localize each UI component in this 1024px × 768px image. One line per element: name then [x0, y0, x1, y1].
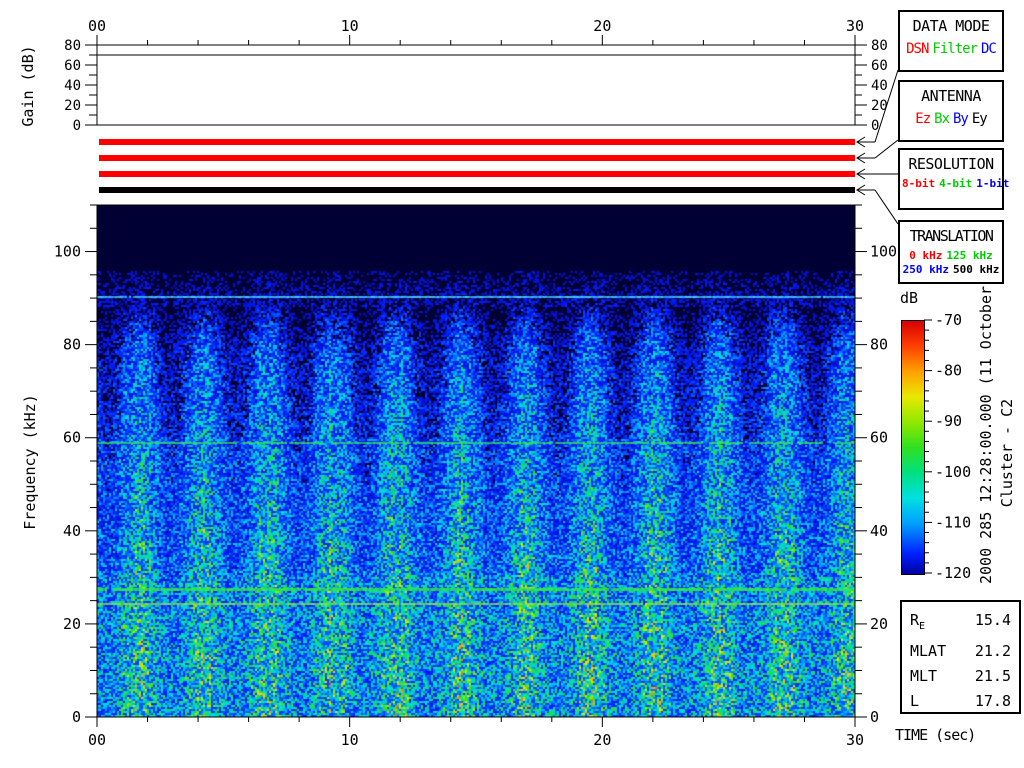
svg-text:80: 80	[870, 336, 888, 354]
status-bar-data-mode	[99, 139, 855, 145]
resolution-option-8bit: 8-bit	[902, 177, 936, 190]
svg-text:20: 20	[593, 17, 611, 35]
svg-text:-90: -90	[935, 412, 962, 430]
svg-text:-110: -110	[935, 513, 971, 531]
svg-text:40: 40	[64, 78, 81, 94]
svg-text:-70: -70	[935, 311, 962, 329]
svg-text:30: 30	[846, 731, 864, 749]
antenna-option-ez: Ez	[915, 111, 931, 127]
svg-text:10: 10	[341, 17, 359, 35]
data-mode-option-dsn: DSN	[906, 41, 929, 57]
svg-text:100: 100	[870, 243, 897, 261]
svg-text:40: 40	[870, 522, 888, 540]
svg-text:00: 00	[88, 731, 106, 749]
antenna-title: ANTENNA	[921, 87, 981, 105]
svg-text:60: 60	[871, 58, 888, 74]
info-row-l: L 17.8	[910, 689, 1011, 714]
translation-title: TRANSLATION	[909, 227, 994, 245]
svg-text:20: 20	[870, 615, 888, 633]
data-mode-option-dc: DC	[981, 41, 997, 57]
svg-text:10: 10	[341, 731, 359, 749]
spacecraft-label: Cluster - C2	[998, 398, 1016, 508]
info-value-l: 17.8	[974, 692, 1011, 710]
status-bar-resolution	[99, 171, 855, 177]
svg-text:0: 0	[870, 708, 879, 726]
svg-text:80: 80	[63, 336, 81, 354]
info-row-mlat: MLAT 21.2	[910, 639, 1011, 664]
svg-text:20: 20	[871, 98, 888, 114]
svg-text:0: 0	[73, 118, 81, 134]
frequency-axis-label: Frequency (kHz)	[21, 394, 39, 530]
status-bar-translation	[99, 187, 855, 193]
resolution-title: RESOLUTION	[908, 155, 994, 173]
svg-text:0: 0	[72, 708, 81, 726]
antenna-option-bx: Bx	[934, 111, 950, 127]
svg-text:-80: -80	[935, 362, 962, 380]
timestamp-label: 2000 285 12:28:00.000 (11 October)	[977, 276, 995, 584]
svg-text:100: 100	[54, 243, 81, 261]
status-bar-antenna	[99, 155, 855, 161]
svg-text:80: 80	[871, 38, 888, 54]
svg-text:00: 00	[88, 17, 106, 35]
svg-text:-120: -120	[935, 564, 971, 582]
info-row-mlt: MLT 21.5	[910, 664, 1011, 689]
info-label-l: L	[910, 692, 920, 710]
svg-text:40: 40	[871, 78, 888, 94]
svg-text:0: 0	[871, 118, 879, 134]
data-mode-panel: DATA MODE DSN Filter DC	[898, 10, 1004, 72]
resolution-option-1bit: 1-bit	[976, 177, 1010, 190]
svg-text:20: 20	[64, 98, 81, 114]
antenna-panel: ANTENNA Ez Bx By Ey	[898, 80, 1004, 142]
svg-text:dB: dB	[900, 289, 918, 307]
gain-axis-label: Gain (dB)	[19, 45, 37, 127]
svg-text:20: 20	[593, 731, 611, 749]
svg-text:60: 60	[870, 429, 888, 447]
info-label-re-sub: E	[919, 621, 926, 632]
svg-text:30: 30	[846, 17, 864, 35]
antenna-option-ey: Ey	[971, 111, 988, 127]
time-axis-label: TIME (sec)	[895, 726, 976, 744]
data-mode-option-filter: Filter	[932, 41, 978, 57]
svg-text:-100: -100	[935, 463, 971, 481]
spectrogram-heatmap	[97, 205, 855, 717]
resolution-option-4bit: 4-bit	[939, 177, 973, 190]
antenna-option-by: By	[953, 111, 969, 127]
translation-option-500khz: 500 kHz	[953, 263, 1000, 276]
svg-text:60: 60	[63, 429, 81, 447]
data-mode-title: DATA MODE	[912, 17, 990, 35]
info-label-re: R	[910, 611, 920, 629]
info-label-mlt: MLT	[910, 667, 938, 685]
info-value-mlat: 21.2	[974, 642, 1011, 660]
info-value-mlt: 21.5	[974, 667, 1011, 685]
info-label-mlat: MLAT	[910, 642, 947, 660]
svg-text:80: 80	[64, 38, 81, 54]
ephemeris-info-box: RE 15.4 MLAT 21.2 MLT 21.5 L 17.8	[900, 600, 1021, 714]
info-row-re: RE 15.4	[910, 608, 1011, 639]
svg-text:40: 40	[63, 522, 81, 540]
svg-text:60: 60	[64, 58, 81, 74]
translation-panel: TRANSLATION 0 kHz 125 kHz 250 kHz 500 kHz	[898, 220, 1004, 284]
translation-option-250khz: 250 kHz	[902, 263, 949, 276]
translation-option-0khz: 0 kHz	[909, 249, 943, 262]
svg-text:20: 20	[63, 615, 81, 633]
info-value-re: 15.4	[974, 611, 1011, 629]
translation-option-125khz: 125 kHz	[946, 249, 993, 262]
resolution-panel: RESOLUTION 8-bit 4-bit 1-bit	[898, 148, 1009, 210]
colorbar-gradient	[901, 320, 925, 575]
